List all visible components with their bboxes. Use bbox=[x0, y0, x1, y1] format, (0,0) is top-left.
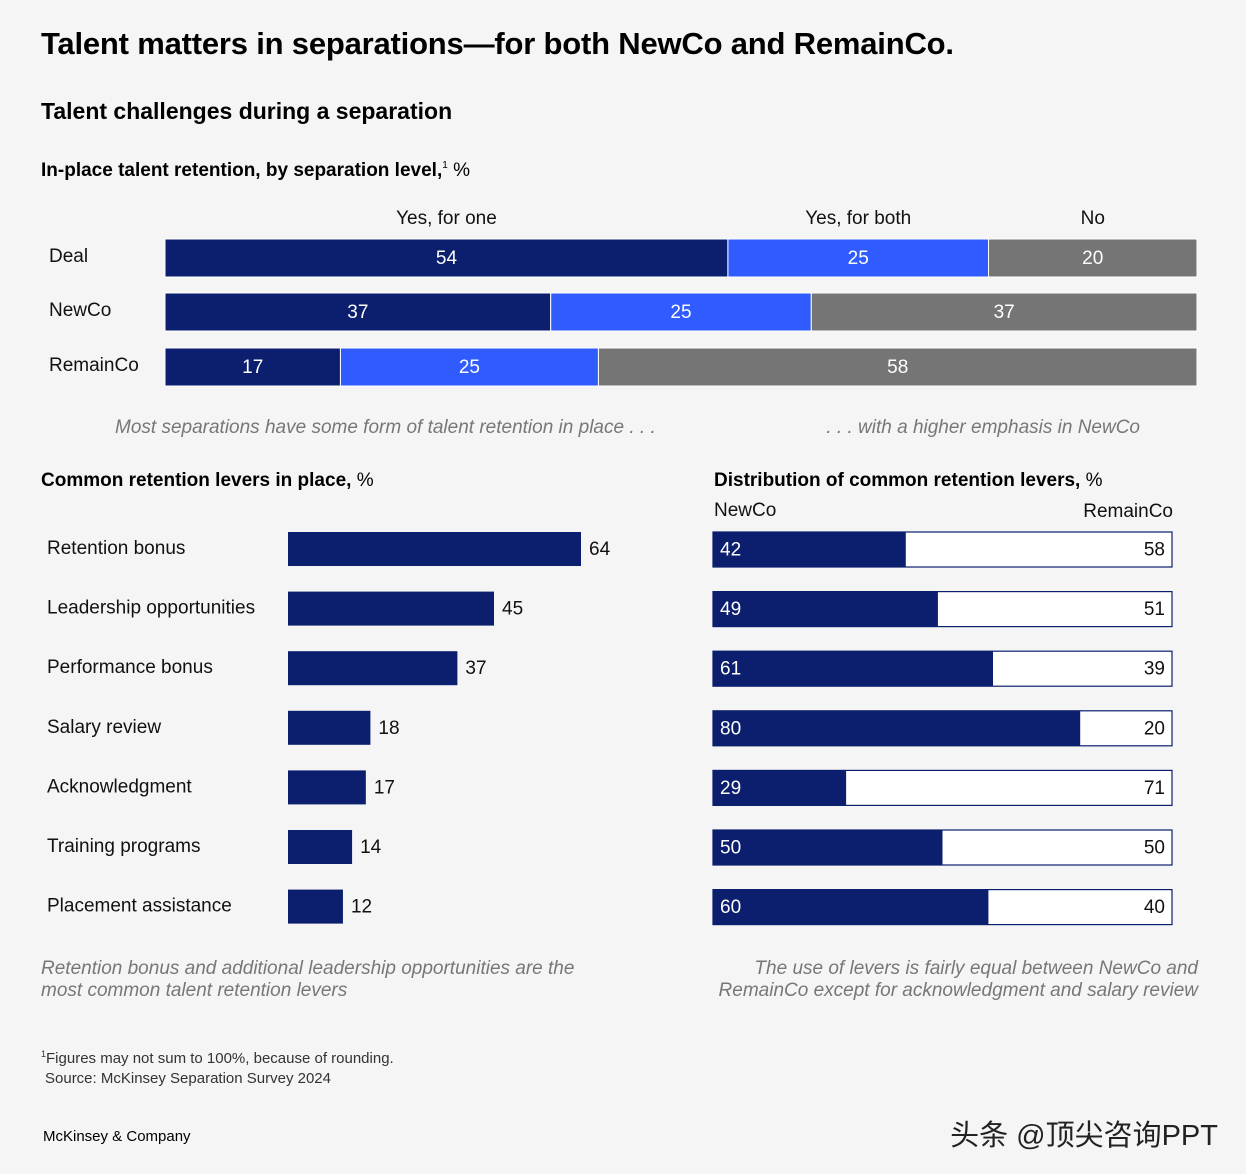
chart2-value-label-leadership-opportunities: 45 bbox=[502, 599, 523, 620]
chart3-legend-newco: NewCo bbox=[714, 500, 777, 521]
chart1-bar-newco-yes-for-both bbox=[550, 292, 812, 332]
chart3-bar-newco-retention-bonus bbox=[713, 532, 906, 567]
chart1-value-label: 37 bbox=[994, 302, 1015, 323]
chart1-value-label: 54 bbox=[436, 248, 458, 269]
chart2-category-label-placement-assistance: Placement assistance bbox=[47, 896, 232, 917]
chart3-note: The use of levers is fairly equal betwee… bbox=[718, 958, 1198, 1001]
chart1-bar-remainco-yes-for-both bbox=[339, 347, 599, 387]
footnote: 1Figures may not sum to 100%, because of… bbox=[41, 1044, 394, 1089]
chart1-bar-remainco-yes-for-one bbox=[164, 347, 341, 387]
chart3-bar-newco-salary-review bbox=[713, 710, 1081, 746]
chart3-value-newco-acknowledgment: 29 bbox=[720, 778, 741, 799]
chart3-value-newco-training-programs: 50 bbox=[720, 838, 741, 859]
page-subtitle: Talent challenges during a separation bbox=[41, 98, 453, 124]
footnote-marker: 1 bbox=[41, 1049, 47, 1059]
chart1-value-label: 20 bbox=[1082, 248, 1103, 269]
chart2-value-label-training-programs: 14 bbox=[360, 837, 382, 858]
chart2-svg: Retention bonus 64 Leadership opportunitie… bbox=[47, 532, 611, 924]
chart1-bar-deal-yes-for-one bbox=[164, 238, 729, 278]
chart1-category-label-remainco: RemainCo bbox=[49, 355, 139, 376]
chart2-value-label-retention-bonus: 64 bbox=[589, 539, 611, 560]
chart1-bar-newco-no bbox=[810, 292, 1198, 332]
chart2-bar-leadership-opportunities bbox=[288, 591, 495, 626]
chart2-value-label-acknowledgment: 17 bbox=[374, 777, 395, 798]
chart1-category-label-newco: NewCo bbox=[49, 300, 111, 321]
chart2-bar-placement-assistance bbox=[288, 889, 343, 924]
chart1-unit: % bbox=[453, 160, 470, 181]
chart1-bar-remainco-no bbox=[597, 347, 1198, 387]
chart3-legend-remainco: RemainCo bbox=[1083, 501, 1173, 522]
chart2-value-label-salary-review: 18 bbox=[378, 718, 399, 739]
chart1-series-header-yes-for-both: Yes, for both bbox=[805, 208, 911, 229]
footnote-text: Figures may not sum to 100%, because of … bbox=[46, 1050, 394, 1067]
chart2-bar-salary-review bbox=[288, 710, 371, 745]
brand-logo: McKinsey & Company bbox=[43, 1128, 191, 1145]
chart3-unit: % bbox=[1085, 470, 1103, 491]
watermark: 头条 @顶尖咨询PPT bbox=[950, 1120, 1218, 1152]
chart3-bar-newco-acknowledgment bbox=[713, 770, 847, 806]
chart1-note-left: Most separations have some form of talen… bbox=[115, 417, 656, 438]
chart1-bar-deal-no bbox=[988, 238, 1198, 278]
chart2-title-text: Common retention levers in place, bbox=[41, 470, 352, 491]
chart2-note: Retention bonus and additional leadershi… bbox=[41, 958, 575, 1001]
chart3-bar-newco-performance-bonus bbox=[713, 651, 993, 687]
chart3-bar-newco-training-programs bbox=[713, 830, 943, 865]
chart3-value-remainco-training-programs: 50 bbox=[1144, 838, 1165, 859]
chart2-unit: % bbox=[356, 470, 374, 491]
chart1-value-label: 58 bbox=[887, 357, 908, 378]
chart1-bar-deal-yes-for-both bbox=[727, 238, 990, 278]
chart3-bar-newco-placement-assistance bbox=[713, 889, 989, 925]
chart2-value-label-placement-assistance: 12 bbox=[351, 897, 372, 918]
chart3-svg: 42 58 49 51 61 39 80 20 29 71 50 50 60 40 bbox=[712, 531, 1173, 926]
chart2-category-label-leadership-opportunities: Leadership opportunities bbox=[47, 598, 255, 619]
chart3-bar-newco-leadership-opportunities bbox=[713, 591, 938, 627]
chart1-svg: Yes, for one Yes, for both No Deal 54 25 20 New… bbox=[49, 208, 1198, 387]
chart3-value-remainco-retention-bonus: 58 bbox=[1144, 540, 1165, 561]
chart1-series-header-yes-for-one: Yes, for one bbox=[396, 208, 497, 229]
chart3-title: Distribution of common retention levers,… bbox=[714, 470, 1103, 492]
chart2-category-label-salary-review: Salary review bbox=[47, 717, 161, 738]
chart1-value-label: 25 bbox=[459, 357, 480, 378]
chart1-value-label: 37 bbox=[347, 302, 368, 323]
chart2-value-label-performance-bonus: 37 bbox=[465, 658, 486, 679]
source-text: Source: McKinsey Separation Survey 2024 bbox=[45, 1070, 331, 1087]
chart2-category-label-training-programs: Training programs bbox=[47, 836, 200, 857]
chart1-title: In-place talent retention, by separation… bbox=[41, 160, 470, 182]
chart1-bar-newco-yes-for-one bbox=[164, 292, 552, 332]
chart1-title-sup: 1 bbox=[442, 160, 448, 171]
chart3-value-remainco-acknowledgment: 71 bbox=[1144, 778, 1165, 799]
chart2-bar-training-programs bbox=[288, 830, 353, 864]
chart3-value-newco-placement-assistance: 60 bbox=[720, 897, 741, 918]
chart2-category-label-retention-bonus: Retention bonus bbox=[47, 538, 185, 559]
chart3-value-newco-leadership-opportunities: 49 bbox=[720, 599, 741, 620]
chart2-bar-performance-bonus bbox=[288, 651, 458, 686]
chart2-category-label-acknowledgment: Acknowledgment bbox=[47, 776, 192, 797]
chart3-title-text: Distribution of common retention levers, bbox=[714, 470, 1081, 491]
chart3-value-newco-salary-review: 80 bbox=[720, 718, 741, 739]
chart2-bar-acknowledgment bbox=[288, 770, 366, 805]
page-title: Talent matters in separations—for both N… bbox=[41, 26, 954, 61]
chart1-series-header-no: No bbox=[1081, 208, 1105, 229]
chart1-value-label: 25 bbox=[670, 302, 691, 323]
chart2-category-label-performance-bonus: Performance bonus bbox=[47, 657, 213, 678]
chart3-value-remainco-placement-assistance: 40 bbox=[1144, 897, 1165, 918]
chart1-note-right: . . . with a higher emphasis in NewCo bbox=[826, 417, 1140, 438]
chart1-category-label-deal: Deal bbox=[49, 246, 88, 267]
chart1-title-text: In-place talent retention, by separation… bbox=[41, 160, 443, 181]
chart3-value-newco-retention-bonus: 42 bbox=[720, 540, 741, 561]
chart2-bar-retention-bonus bbox=[288, 532, 581, 566]
chart3-value-newco-performance-bonus: 61 bbox=[720, 659, 741, 680]
chart3-value-remainco-performance-bonus: 39 bbox=[1144, 659, 1165, 680]
chart3-value-remainco-salary-review: 20 bbox=[1144, 718, 1165, 739]
chart3-value-remainco-leadership-opportunities: 51 bbox=[1144, 599, 1165, 620]
chart1-value-label: 25 bbox=[848, 248, 869, 269]
chart1-value-label: 17 bbox=[242, 357, 263, 378]
chart2-title: Common retention levers in place, % bbox=[41, 470, 374, 492]
